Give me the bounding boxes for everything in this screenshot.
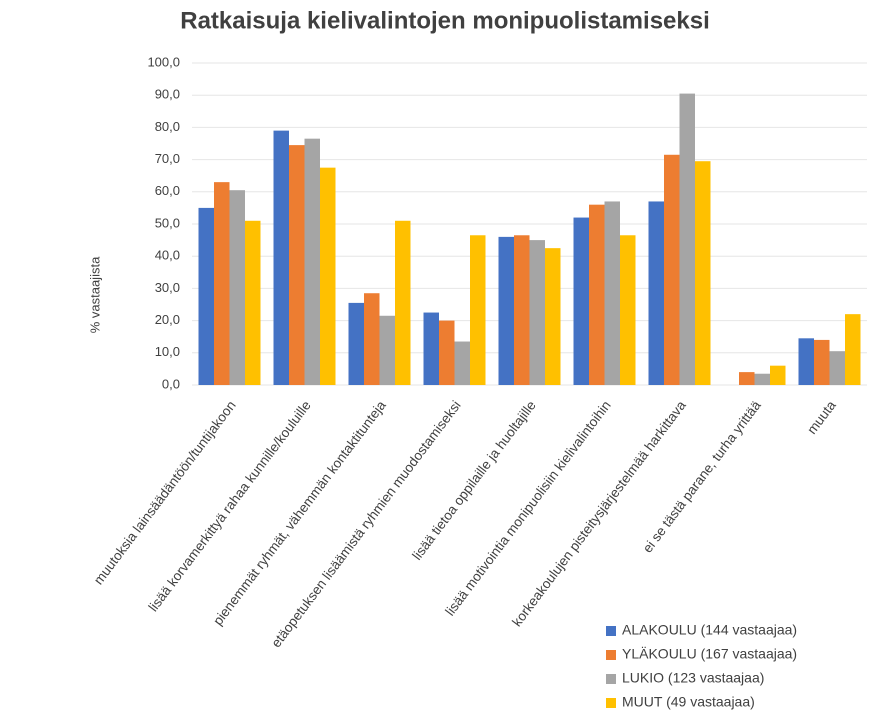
bar [273,130,289,385]
bar [845,314,861,385]
bar [679,93,695,385]
y-tick-label: 40,0 [155,248,180,263]
y-tick-label: 50,0 [155,215,180,230]
legend-label: YLÄKOULU (167 vastaajaa) [622,646,797,662]
bar [454,341,470,385]
bar [379,315,395,385]
bar [439,320,455,385]
legend-swatch [606,626,616,636]
bar [529,240,545,385]
bar [395,220,411,385]
bar [829,351,845,385]
x-tick-label: lisää tietoa oppilaille ja huoltajille [409,398,538,563]
bar [798,338,814,385]
x-tick-label: lisää motivointia monipuolisiin kielival… [442,398,613,619]
bar [229,190,245,385]
bar [348,302,364,385]
bar [695,161,711,385]
x-tick-label: muuta [804,398,839,437]
bar [620,235,636,385]
y-axis-label: % vastaajista [87,256,102,333]
bar [589,204,605,385]
y-tick-label: 80,0 [155,119,180,134]
y-tick-label: 60,0 [155,183,180,198]
y-tick-label: 90,0 [155,87,180,102]
chart-title: Ratkaisuja kielivalintojen monipuolistam… [180,7,710,34]
bar [214,182,230,385]
bar [289,145,305,385]
bar [545,248,561,385]
bar [770,365,786,385]
x-tick-label: pienemmät ryhmät, vähemmän kontaktitunte… [210,398,389,629]
bar [470,235,486,385]
bar [814,339,830,385]
y-tick-label: 70,0 [155,151,180,166]
bar [198,207,214,385]
bar [604,201,620,385]
x-tick-label: korkeakoulujen pisteitysjärjestelmää har… [509,398,689,630]
bar [423,312,439,385]
bar [245,220,261,385]
bar [648,201,664,385]
bar [364,293,380,385]
bar [514,235,530,385]
legend-label: ALAKOULU (144 vastaajaa) [622,622,797,638]
legend-swatch [606,650,616,660]
legend-label: LUKIO (123 vastaajaa) [622,670,764,686]
y-tick-label: 100,0 [147,54,180,69]
y-tick-label: 30,0 [155,280,180,295]
y-tick-label: 0,0 [162,376,180,391]
bar [320,167,336,385]
bar [498,236,514,385]
y-tick-label: 10,0 [155,344,180,359]
legend-swatch [606,698,616,708]
y-tick-label: 20,0 [155,312,180,327]
bar [664,154,680,385]
bar [754,373,770,385]
x-tick-label: muutoksia lainsäädäntöön/tuntijakoon [91,398,239,587]
bar [304,138,320,385]
x-tick-label: lisää korvamerkittyä rahaa kunnille/koul… [146,398,314,614]
bar [739,372,755,385]
legend-label: MUUT (49 vastaajaa) [622,694,755,710]
bar [573,217,589,385]
legend-swatch [606,674,616,684]
